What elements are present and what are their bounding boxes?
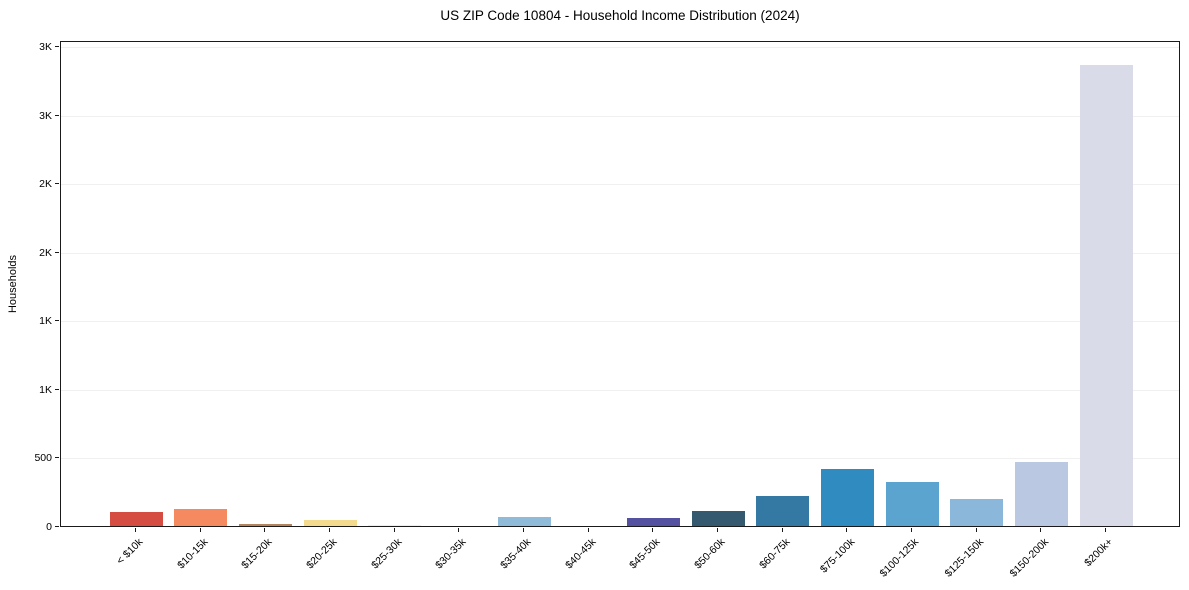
x-tick-label: $45-50k [627, 536, 663, 572]
x-tick-label: $100-125k [877, 536, 922, 580]
y-tick-label: 0 [46, 521, 52, 533]
x-tick-label: $50-60k [692, 536, 728, 572]
x-tick-mark [329, 528, 330, 532]
y-tick-label: 1K [39, 315, 52, 328]
x-tick-label: $35-40k [498, 536, 534, 572]
x-tick-mark [975, 528, 977, 532]
bar-$35-40k [497, 516, 551, 526]
bar-$45-50k [626, 517, 680, 526]
x-tick-label: $30-35k [433, 536, 469, 572]
y-tick-label: 2K [39, 246, 52, 259]
x-tick-label: < $10k [114, 536, 146, 567]
plot-area [60, 41, 1180, 527]
x-tick-mark [458, 528, 460, 532]
y-tick-label: 3K [39, 41, 52, 53]
x-tick-mark [393, 528, 395, 532]
y-axis-label: Households [7, 254, 19, 314]
x-tick-mark [652, 528, 654, 532]
bar-$100-125k [885, 481, 939, 526]
gridline [61, 389, 1179, 391]
bar-$15-20k [238, 524, 292, 526]
x-tick-mark [587, 528, 589, 532]
x-tick-mark [911, 528, 912, 532]
x-tick-label: $25-30k [368, 536, 405, 572]
bar-< $10k [109, 512, 163, 526]
x-tick-label: $75-100k [817, 536, 857, 576]
y-tick-mark [55, 457, 59, 459]
bar-$20-25k [303, 519, 357, 526]
x-tick-mark [1105, 528, 1106, 532]
gridline [61, 458, 1179, 460]
x-tick-label: $15-20k [239, 536, 275, 572]
chart-title: US ZIP Code 10804 - Household Income Dis… [440, 8, 800, 23]
y-tick-mark [55, 114, 59, 116]
y-tick-mark [55, 388, 59, 390]
x-tick-label: $60-75k [756, 536, 793, 572]
bar-$75-100k [820, 468, 874, 526]
y-tick-mark [55, 320, 59, 322]
gridline [61, 115, 1179, 117]
gridline [61, 184, 1179, 186]
x-tick-mark [781, 528, 783, 532]
x-tick-label: $20-25k [304, 536, 340, 572]
bar-$200k+ [1079, 64, 1133, 526]
y-tick-label: 2K [39, 178, 52, 191]
x-tick-mark [717, 528, 718, 532]
y-tick-label: 1K [39, 383, 52, 396]
bar-$50-60k [691, 510, 745, 526]
gridline [61, 321, 1179, 323]
x-tick-mark [135, 528, 136, 532]
x-tick-label: $10-15k [174, 536, 211, 572]
bar-$150-200k [1014, 462, 1068, 526]
x-tick-mark [264, 528, 266, 532]
y-tick-mark [55, 46, 59, 47]
y-tick-mark [55, 183, 59, 185]
x-tick-mark [523, 528, 524, 532]
bar-$60-75k [756, 495, 810, 526]
x-tick-mark [1040, 528, 1042, 532]
x-tick-label: $40-45k [562, 536, 599, 572]
bar-$125-150k [950, 498, 1004, 526]
y-tick-label: 500 [34, 452, 52, 465]
x-tick-label: $150-200k [1007, 536, 1051, 580]
x-tick-mark [846, 528, 848, 532]
y-tick-mark [55, 526, 59, 527]
x-tick-label: $200k+ [1082, 536, 1116, 570]
y-tick-mark [55, 251, 59, 253]
y-tick-label: 3K [39, 109, 52, 122]
x-tick-mark [199, 528, 201, 532]
bar-$10-15k [174, 509, 228, 526]
gridline [61, 47, 1179, 48]
bar-$25-30k [368, 524, 422, 526]
x-tick-label: $125-150k [942, 536, 987, 580]
gridline [61, 252, 1179, 254]
